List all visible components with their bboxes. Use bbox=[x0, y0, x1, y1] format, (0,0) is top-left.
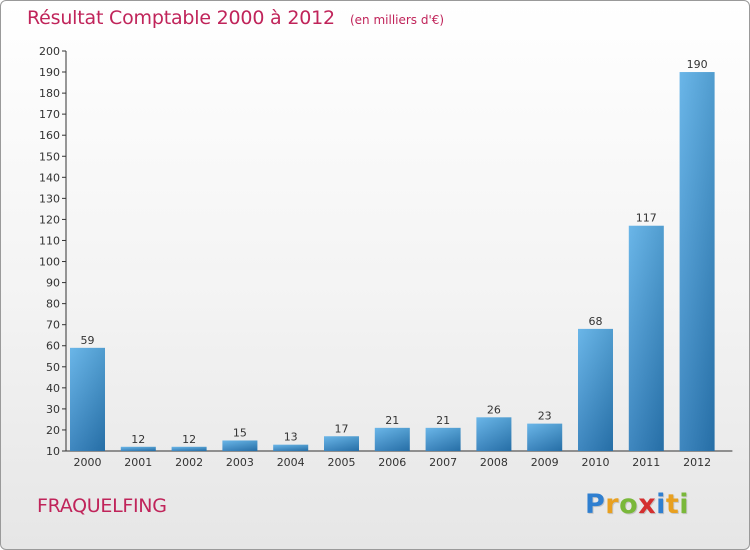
logo-letter: i bbox=[656, 489, 666, 520]
logo-letter: x bbox=[638, 489, 657, 520]
x-tick-label: 2002 bbox=[175, 456, 203, 469]
x-tick-label: 2010 bbox=[582, 456, 610, 469]
logo-letter: o bbox=[619, 489, 639, 520]
bar-value-label: 190 bbox=[687, 58, 708, 71]
bar-value-label: 13 bbox=[284, 431, 298, 444]
y-tick-label: 140 bbox=[39, 171, 60, 184]
y-tick-label: 90 bbox=[46, 277, 60, 290]
bar-shade bbox=[222, 440, 258, 451]
bar-shade bbox=[578, 328, 613, 451]
bar-shade bbox=[374, 427, 410, 451]
y-tick-label: 40 bbox=[46, 382, 60, 395]
y-tick-label: 50 bbox=[46, 361, 60, 374]
bar-shade bbox=[273, 444, 309, 451]
logo-letter: r bbox=[605, 489, 620, 520]
x-tick-label: 2008 bbox=[480, 456, 508, 469]
bar-value-label: 23 bbox=[538, 410, 552, 423]
x-tick-label: 2006 bbox=[378, 456, 406, 469]
y-tick-label: 10 bbox=[46, 445, 60, 458]
bar-shade bbox=[679, 72, 715, 451]
logo-letter: P bbox=[585, 489, 606, 520]
bar-value-label: 21 bbox=[436, 414, 450, 427]
bar-shade bbox=[476, 417, 512, 451]
y-tick-label: 180 bbox=[39, 87, 60, 100]
x-tick-label: 2003 bbox=[226, 456, 254, 469]
y-tick-label: 60 bbox=[46, 340, 60, 353]
commune-name: FRAQUELFING bbox=[37, 495, 167, 517]
x-tick-label: 2009 bbox=[531, 456, 559, 469]
x-tick-label: 2005 bbox=[328, 456, 356, 469]
y-tick-label: 20 bbox=[46, 424, 60, 437]
bar-shade bbox=[425, 427, 461, 451]
x-tick-label: 2001 bbox=[124, 456, 152, 469]
y-tick-label: 150 bbox=[39, 150, 60, 163]
y-tick-label: 110 bbox=[39, 234, 60, 247]
y-tick-label: 80 bbox=[46, 298, 60, 311]
bar-shade bbox=[120, 446, 156, 451]
bar-value-label: 26 bbox=[487, 403, 501, 416]
bar-value-label: 12 bbox=[182, 433, 196, 446]
bar-chart: 10 20 30 40 50 60 70 80 90 100 110 120 130 140 150 160 1… bbox=[39, 45, 733, 469]
bar-value-label: 59 bbox=[81, 334, 95, 347]
bar-value-label: 117 bbox=[636, 212, 657, 225]
x-tick-label: 2007 bbox=[429, 456, 457, 469]
chart-title: Résultat Comptable 2000 à 2012 bbox=[27, 7, 335, 29]
logo-letter: i bbox=[679, 489, 690, 520]
x-tick-label: 2004 bbox=[277, 456, 305, 469]
bar-shade bbox=[171, 446, 207, 451]
x-tick-label: 2000 bbox=[74, 456, 102, 469]
y-tick-label: 130 bbox=[39, 192, 60, 205]
bar-shade bbox=[324, 436, 359, 451]
y-tick-label: 30 bbox=[46, 403, 60, 416]
y-tick-label: 190 bbox=[39, 66, 60, 79]
y-tick-label: 120 bbox=[39, 213, 60, 226]
bar-value-label: 12 bbox=[131, 433, 145, 446]
x-tick-label: 2011 bbox=[632, 456, 660, 469]
chart-title-row: Résultat Comptable 2000 à 2012 (en milli… bbox=[27, 7, 444, 29]
y-tick-label: 160 bbox=[39, 129, 60, 142]
bar-shade bbox=[527, 423, 563, 451]
y-tick-label: 70 bbox=[46, 319, 60, 332]
bar-value-label: 15 bbox=[233, 426, 247, 439]
bar-value-label: 17 bbox=[335, 422, 349, 435]
logo-letter: t bbox=[665, 489, 680, 520]
chart-unit: (en milliers d'€) bbox=[349, 13, 445, 27]
bar-value-label: 21 bbox=[385, 414, 399, 427]
x-tick-label: 2012 bbox=[683, 456, 711, 469]
y-tick-label: 100 bbox=[39, 256, 60, 269]
proxiti-logo: Proxiti bbox=[585, 489, 689, 520]
bar-shade bbox=[70, 347, 105, 451]
y-tick-label: 170 bbox=[39, 108, 60, 121]
bar-shade bbox=[628, 225, 664, 451]
y-tick-label: 200 bbox=[39, 45, 60, 58]
bar-value-label: 68 bbox=[589, 315, 603, 328]
